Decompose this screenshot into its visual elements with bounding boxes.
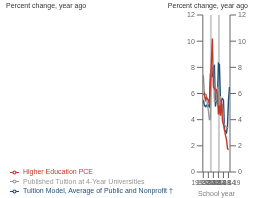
svg-text:4: 4 bbox=[238, 116, 242, 123]
html-text:Tuition Model, Average of Publ: Tuition Model, Average of Public and Non… bbox=[23, 187, 173, 195]
svg-text:0: 0 bbox=[191, 168, 195, 175]
svg-text:10: 10 bbox=[238, 38, 246, 45]
svg-text:6: 6 bbox=[238, 90, 242, 97]
svg-text:2: 2 bbox=[238, 142, 242, 149]
svg-text:2018-19: 2018-19 bbox=[217, 179, 241, 186]
html-text:Percent change, year ago: Percent change, year ago bbox=[167, 2, 248, 9]
html-text:Percent change, year ago: Percent change, year ago bbox=[6, 2, 87, 9]
svg-text:10: 10 bbox=[187, 38, 195, 45]
svg-text:School year: School year bbox=[198, 190, 236, 198]
svg-text:8: 8 bbox=[191, 64, 195, 71]
svg-text:2: 2 bbox=[191, 142, 195, 149]
svg-text:8: 8 bbox=[238, 64, 242, 71]
svg-text:12: 12 bbox=[238, 11, 246, 18]
svg-text:12: 12 bbox=[187, 11, 195, 18]
svg-text:4: 4 bbox=[191, 116, 195, 123]
svg-text:0: 0 bbox=[238, 168, 242, 175]
html-text:Published Tuition at 4-Year Un: Published Tuition at 4-Year Universities bbox=[23, 177, 145, 185]
html-text:Higher Education PCE: Higher Education PCE bbox=[23, 168, 93, 175]
svg-text:6: 6 bbox=[191, 90, 195, 97]
